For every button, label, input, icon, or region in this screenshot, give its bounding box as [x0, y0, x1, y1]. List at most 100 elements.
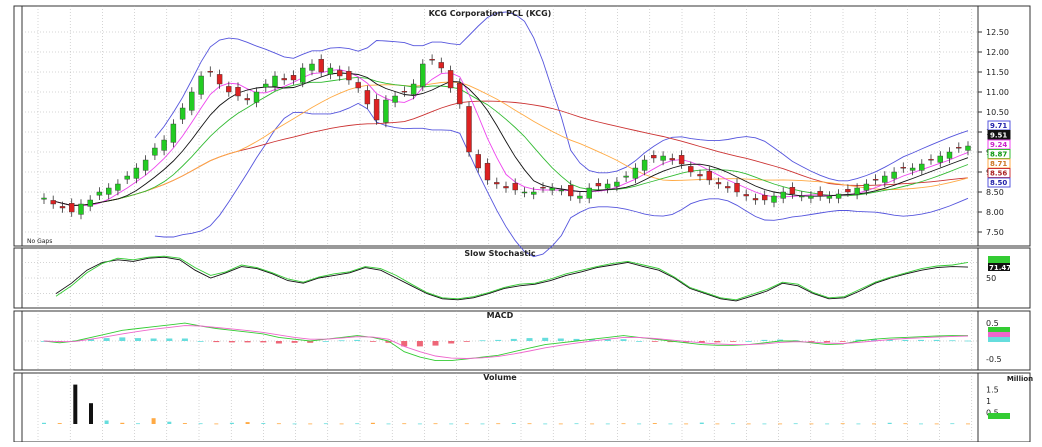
bollinger-lower-band	[154, 102, 969, 258]
price-axis-label: 7.50	[986, 228, 1004, 237]
volume-bar	[323, 423, 328, 425]
panel-frame	[13, 247, 1031, 309]
candle-body	[179, 107, 186, 120]
price-axis-label: 12.00	[986, 48, 1009, 57]
macd-signal-line	[43, 325, 969, 359]
candle-body	[531, 191, 537, 195]
candle-body	[68, 202, 75, 213]
stochastic-legend-value: 71.47	[989, 264, 1011, 272]
volume-bar	[136, 423, 140, 425]
volume-bar	[887, 422, 892, 424]
macd-histogram-bar	[573, 338, 580, 341]
macd-histogram-bar	[839, 341, 846, 342]
candle-body	[87, 199, 93, 207]
candle-body	[170, 123, 177, 143]
candle-body	[771, 195, 777, 203]
legend-value-label: 9.71	[990, 122, 1007, 130]
volume-bar	[762, 423, 767, 425]
macd-histogram-bar	[777, 339, 784, 341]
volume-bar	[417, 423, 422, 425]
macd-histogram-bar	[824, 341, 831, 343]
candle-body	[105, 187, 112, 195]
volume-bar	[825, 423, 830, 425]
legend-value-label: 8.50	[990, 179, 1007, 187]
volume-bar	[229, 422, 234, 424]
volume-axis-label: 1.5	[986, 385, 999, 394]
macd-histogram-legend-tag	[988, 337, 1010, 342]
volume-bar	[778, 423, 783, 425]
candle-body	[863, 183, 870, 191]
macd-histogram-bar	[385, 341, 392, 343]
macd-histogram-bar	[135, 338, 141, 341]
volume-bar	[872, 423, 876, 425]
macd-histogram-bar	[557, 338, 564, 341]
candle-body	[309, 63, 315, 71]
macd-histogram-bar	[275, 341, 282, 344]
macd-histogram-bar	[855, 339, 862, 341]
candle-body	[909, 167, 916, 171]
candle-body	[383, 99, 389, 123]
candle-body	[410, 83, 417, 95]
volume-bar	[966, 423, 970, 425]
candle-body	[281, 78, 287, 81]
candle-body	[263, 83, 269, 88]
candle-body	[604, 183, 611, 189]
candle-body	[272, 75, 278, 87]
volume-bar	[261, 423, 266, 424]
volume-bar	[699, 422, 704, 424]
macd-histogram-bar	[354, 339, 361, 341]
candle-body	[253, 91, 260, 103]
candle-body	[577, 195, 583, 199]
candle-body	[189, 91, 195, 111]
volume-bar	[652, 423, 657, 424]
candle-body	[466, 106, 472, 153]
macd-histogram-bar	[495, 339, 502, 341]
candle-body	[660, 155, 666, 161]
panel-frame	[13, 372, 1031, 443]
ema-black-line	[53, 72, 969, 206]
stochastic-k-line	[55, 256, 969, 302]
macd-histogram-bar	[604, 339, 611, 341]
macd-legend-tag	[988, 327, 1010, 332]
volume-bar	[245, 422, 250, 424]
candle-body	[152, 147, 158, 156]
macd-histogram-bar	[103, 338, 110, 341]
macd-histogram-bar	[322, 341, 329, 342]
macd-histogram-bar	[965, 340, 971, 342]
candle-body	[447, 70, 454, 89]
macd-histogram-bar	[166, 338, 173, 341]
macd-histogram-bar	[949, 340, 956, 342]
macd-histogram-bar	[808, 341, 815, 342]
volume-bar	[558, 423, 563, 425]
macd-histogram-bar	[291, 341, 298, 343]
candle-body	[521, 191, 528, 194]
volume-bar	[198, 423, 203, 425]
price-axis-label: 8.00	[986, 208, 1004, 217]
panel-frame	[13, 5, 1031, 247]
macd-histogram-bar	[651, 341, 658, 342]
candle-body	[595, 182, 602, 187]
macd-histogram-bar	[432, 341, 439, 346]
volume-bar	[449, 423, 454, 425]
candle-body	[235, 86, 241, 97]
candle-body	[327, 67, 334, 75]
candle-body	[226, 86, 232, 93]
macd-histogram-bar	[730, 341, 737, 342]
macd-histogram-bar	[745, 341, 752, 342]
volume-bar	[402, 423, 407, 425]
macd-histogram-bar	[307, 341, 314, 343]
macd-histogram-bar	[479, 340, 486, 342]
macd-histogram-bar	[88, 339, 94, 341]
candle-body	[919, 163, 925, 171]
sma-orange-line	[53, 81, 969, 206]
macd-histogram-bar	[150, 338, 157, 341]
candle-body	[244, 98, 251, 101]
price-panel-title: KCG Corporation PCL (KCG)	[429, 9, 552, 18]
volume-bar	[731, 423, 736, 425]
candle-body	[373, 98, 380, 121]
candle-body	[355, 82, 361, 89]
candle-body	[475, 154, 481, 169]
candle-body	[318, 59, 324, 73]
candle-body	[429, 59, 435, 61]
